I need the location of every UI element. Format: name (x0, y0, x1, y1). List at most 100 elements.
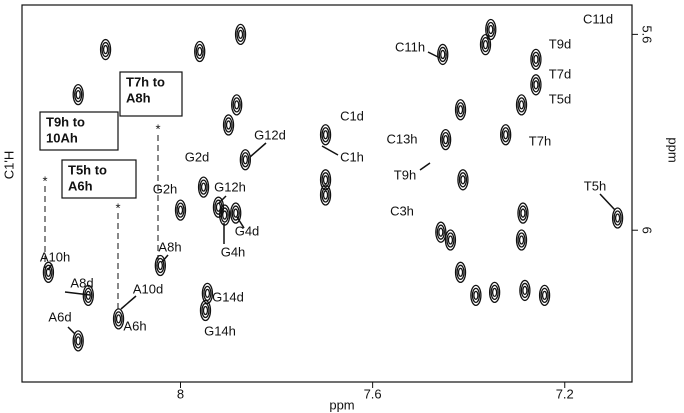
contour-ring (72, 330, 84, 352)
peak (194, 40, 206, 63)
contour-ring (518, 100, 525, 110)
peak-label: A8h (158, 239, 181, 254)
noe-box (39, 111, 119, 151)
contour-ring (215, 202, 222, 212)
contour-ring (199, 179, 208, 195)
contour-ring (112, 308, 125, 330)
contour-ring (102, 44, 109, 55)
contour-ring (319, 124, 332, 146)
peak (454, 99, 467, 121)
contour-ring (485, 18, 497, 41)
contour-ring (438, 46, 447, 63)
contour-ring (114, 311, 123, 327)
leader-line (120, 295, 137, 310)
noe-label: T7h to (126, 74, 165, 89)
contour-ring (456, 264, 465, 280)
contour-ring (84, 287, 93, 303)
contour-ring (157, 260, 163, 271)
y-axis-label: ppm (666, 137, 681, 162)
leader-line (236, 216, 245, 229)
contour-ring (518, 205, 528, 221)
contour-ring (222, 114, 235, 136)
noe-label: A8h (126, 90, 151, 105)
contour-ring (176, 202, 185, 218)
peak-label: C3h (390, 203, 414, 218)
contour-ring (490, 284, 499, 301)
contour-ring (517, 202, 529, 224)
peak (219, 204, 231, 226)
peak-label: T7d (549, 66, 571, 81)
contour-ring (233, 208, 239, 218)
contour-ring (488, 24, 494, 35)
contour-ring (74, 86, 83, 103)
peak-label: G12d (254, 127, 286, 142)
leader-line (67, 326, 76, 335)
contour-ring (231, 205, 240, 221)
peak (72, 83, 84, 106)
leader-line (321, 145, 339, 156)
plot-frame (21, 4, 633, 383)
peak-label: A10d (133, 281, 163, 296)
peak (319, 184, 332, 206)
noe-marker: * (42, 173, 47, 188)
leader-line (218, 195, 227, 204)
peak (519, 279, 531, 302)
peak (488, 281, 501, 304)
contour-ring (321, 172, 330, 188)
contour-ring (199, 299, 212, 322)
contour-ring (441, 131, 450, 148)
peak (611, 207, 624, 229)
peak (201, 282, 214, 305)
peak (112, 308, 125, 330)
peak (517, 202, 529, 224)
contour-ring (237, 29, 244, 40)
peak (530, 48, 542, 70)
contour-ring (531, 51, 541, 67)
contour-ring (540, 287, 549, 303)
noe-label: A6h (68, 178, 93, 193)
contour-ring (517, 97, 526, 113)
contour-ring (444, 229, 457, 251)
contour-ring (44, 264, 53, 280)
contour-ring (533, 80, 539, 90)
y-tick-label: 6 (640, 227, 655, 234)
peak-label: G12h (214, 179, 246, 194)
contour-ring (195, 43, 204, 60)
contour-ring (457, 267, 464, 277)
peak (231, 94, 243, 116)
contour-ring (222, 210, 228, 220)
noe-label: T9h to (46, 114, 85, 129)
contour-ring (470, 284, 482, 306)
contour-ring (438, 227, 444, 237)
peak (500, 124, 512, 146)
x-tick-label: 7.2 (556, 386, 574, 401)
peak (437, 43, 449, 66)
contour-ring (75, 336, 81, 346)
contour-ring (242, 155, 248, 165)
noe-box (119, 71, 183, 117)
contour-ring (614, 213, 621, 223)
peak-label: G4h (221, 244, 246, 259)
contour-ring (201, 302, 210, 319)
contour-ring (447, 235, 454, 245)
contour-ring (230, 202, 242, 224)
peak-label: T9d (549, 36, 571, 51)
peak (212, 196, 225, 218)
contour-ring (115, 314, 122, 324)
contour-ring (611, 207, 624, 229)
contour-ring (486, 21, 495, 38)
peak (154, 254, 166, 277)
contour-ring (197, 176, 210, 198)
peak-label: T9h (394, 167, 416, 182)
contour-ring (471, 287, 481, 303)
contour-ring (156, 257, 165, 274)
contour-ring (613, 210, 622, 226)
contour-ring (520, 282, 530, 299)
contour-ring (239, 149, 251, 171)
peak (530, 74, 542, 96)
contour-ring (457, 169, 469, 191)
x-axis-label: ppm (329, 397, 354, 412)
contour-ring (234, 23, 247, 46)
contour-ring (234, 100, 240, 110)
